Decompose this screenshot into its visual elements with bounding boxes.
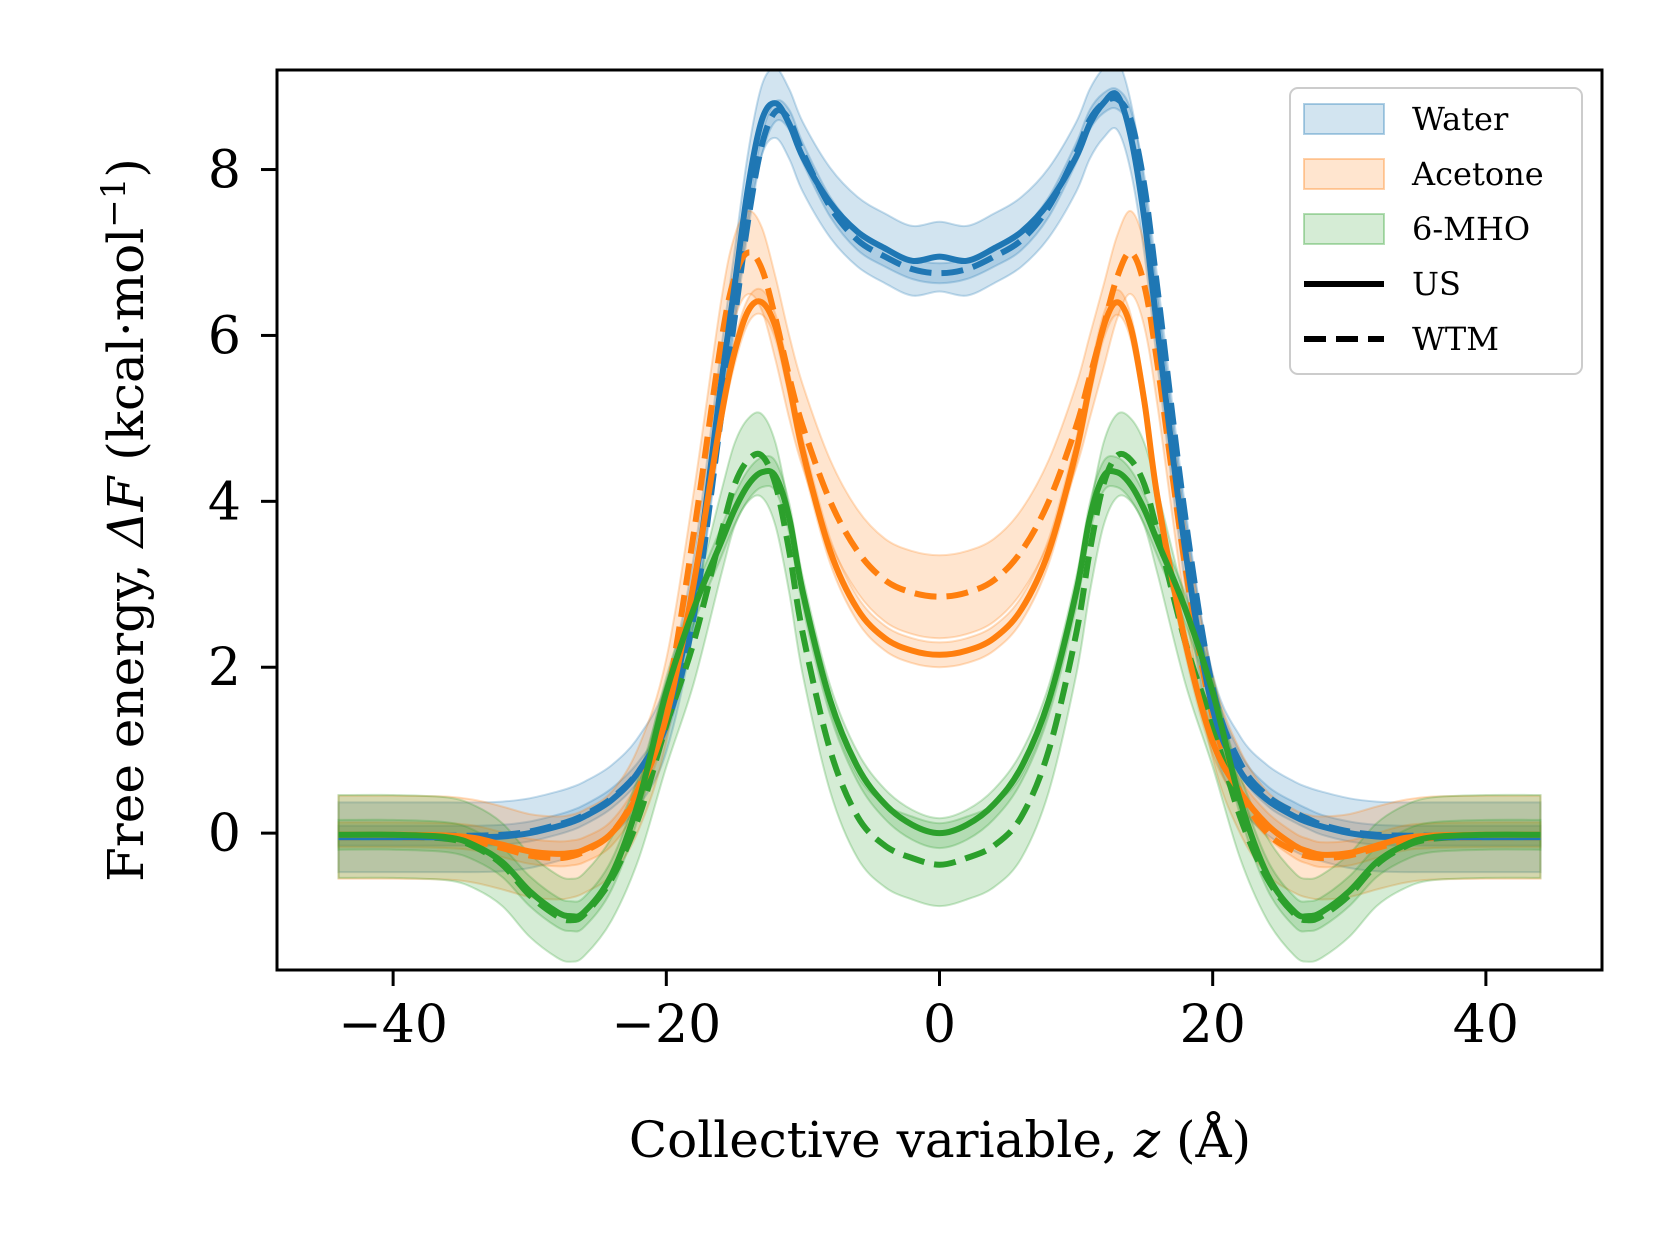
x-axis-label: Collective variable, z (Å)	[629, 1110, 1251, 1169]
y-axis-label: Free energy, ΔF (kcal·mol−1)	[94, 158, 155, 882]
legend-label: WTM	[1412, 320, 1499, 358]
series-lines	[338, 90, 1541, 924]
legend-entry-acetone: Acetone	[1303, 155, 1544, 193]
legend-entry-6-mho: 6-MHO	[1303, 210, 1530, 248]
x-tick-label: −20	[611, 995, 721, 1055]
legend-swatch	[1303, 103, 1385, 135]
y-tick-label: 8	[208, 141, 241, 201]
legend-entry-water: Water	[1303, 100, 1509, 138]
y-tick-label: 0	[208, 804, 241, 864]
x-tick-label: −40	[338, 995, 448, 1055]
y-tick-label: 4	[208, 472, 241, 532]
x-tick-label: 40	[1453, 995, 1519, 1055]
legend-label: Acetone	[1411, 155, 1544, 193]
legend: Water Acetone 6-MHO US WTM	[1289, 87, 1583, 375]
legend-swatch	[1303, 158, 1385, 190]
y-tick-label: 6	[208, 306, 241, 366]
legend-entry-us: US	[1304, 265, 1461, 303]
legend-label: Water	[1412, 100, 1509, 138]
legend-label: US	[1412, 265, 1461, 303]
legend-swatch	[1303, 213, 1385, 245]
legend-box	[1289, 87, 1583, 375]
6-mho-us-line	[338, 467, 1541, 920]
acetone-us-line	[338, 298, 1541, 858]
x-tick-label: 20	[1180, 995, 1246, 1055]
x-axis: −40 −20 0 20 40	[338, 970, 1519, 1055]
y-tick-label: 2	[208, 638, 241, 698]
acetone-us-band	[337, 287, 1542, 869]
y-axis: 0 2 4 6 8	[208, 141, 277, 864]
water-us-line	[338, 90, 1541, 841]
x-tick-label: 0	[923, 995, 956, 1055]
legend-label: 6-MHO	[1412, 210, 1530, 248]
legend-entry-wtm: WTM	[1304, 320, 1499, 358]
